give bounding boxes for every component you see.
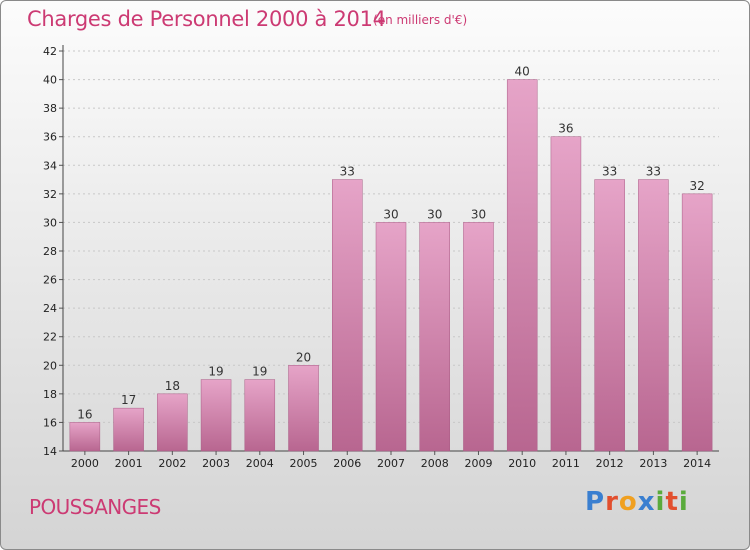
bar	[157, 393, 188, 452]
bar-value-label: 33	[340, 165, 355, 179]
chart-title: Charges de Personnel 2000 à 2014	[27, 7, 386, 31]
x-tick-label: 2007	[377, 457, 405, 470]
bar	[506, 79, 538, 452]
bar-value-label: 33	[602, 165, 617, 179]
bar-value-label: 16	[77, 407, 92, 421]
bar-value-label: 20	[296, 350, 311, 364]
y-tick-label: 20	[43, 359, 57, 372]
bar	[113, 407, 144, 452]
bar	[375, 222, 407, 452]
y-tick-label: 24	[43, 302, 57, 315]
x-tick-label: 2004	[246, 457, 274, 470]
x-tick-label: 2014	[683, 457, 711, 470]
y-tick-label: 36	[43, 131, 57, 144]
y-tick-label: 28	[43, 245, 57, 258]
bar	[288, 365, 319, 452]
bar-value-label: 40	[515, 65, 530, 79]
logo-letter: t	[665, 487, 679, 517]
bar	[594, 179, 625, 452]
bar	[332, 179, 363, 452]
bar-value-label: 30	[471, 207, 486, 221]
y-tick-label: 34	[43, 159, 57, 172]
y-tick-label: 22	[43, 331, 57, 344]
bar	[463, 222, 494, 452]
y-tick-label: 30	[43, 216, 57, 229]
bar-value-label: 36	[558, 122, 573, 136]
bar-value-label: 32	[689, 179, 704, 193]
bar-value-label: 19	[208, 365, 223, 379]
proxiti-logo: Proxiti	[585, 487, 689, 517]
bar	[550, 136, 582, 452]
x-tick-label: 2000	[71, 457, 99, 470]
y-tick-label: 38	[43, 102, 57, 115]
bar-value-label: 18	[165, 379, 180, 393]
y-tick-label: 32	[43, 188, 57, 201]
logo-letter: P	[585, 487, 606, 517]
bar	[69, 422, 101, 452]
logo-letter: i	[678, 487, 689, 517]
x-tick-label: 2006	[333, 457, 361, 470]
x-tick-label: 2005	[290, 457, 318, 470]
bar	[419, 222, 450, 452]
y-tick-label: 40	[43, 74, 57, 87]
x-tick-label: 2011	[552, 457, 580, 470]
bar-value-label: 33	[646, 165, 661, 179]
x-tick-label: 2002	[158, 457, 186, 470]
y-tick-label: 16	[43, 416, 57, 429]
y-tick-label: 14	[43, 445, 57, 458]
x-tick-label: 2012	[596, 457, 624, 470]
logo-letter: x	[637, 487, 656, 517]
bar	[200, 379, 232, 452]
bar-value-label: 19	[252, 365, 267, 379]
bar-value-label: 17	[121, 393, 136, 407]
y-tick-label: 42	[43, 45, 57, 58]
y-tick-label: 18	[43, 388, 57, 401]
town-name: POUSSANGES	[29, 495, 161, 519]
x-tick-label: 2010	[508, 457, 536, 470]
y-tick-label: 26	[43, 274, 57, 287]
x-tick-label: 2009	[464, 457, 492, 470]
x-tick-label: 2001	[115, 457, 143, 470]
chart-unit: (en milliers d'€)	[373, 13, 468, 27]
logo-letter: i	[655, 487, 666, 517]
bar	[638, 179, 669, 452]
bar	[244, 379, 276, 452]
bar	[681, 193, 713, 452]
logo-letter: o	[618, 487, 638, 517]
x-tick-label: 2003	[202, 457, 230, 470]
x-tick-label: 2013	[639, 457, 667, 470]
x-tick-label: 2008	[421, 457, 449, 470]
bar-value-label: 30	[383, 207, 398, 221]
bar-value-label: 30	[427, 207, 442, 221]
logo-letter: r	[605, 487, 619, 517]
